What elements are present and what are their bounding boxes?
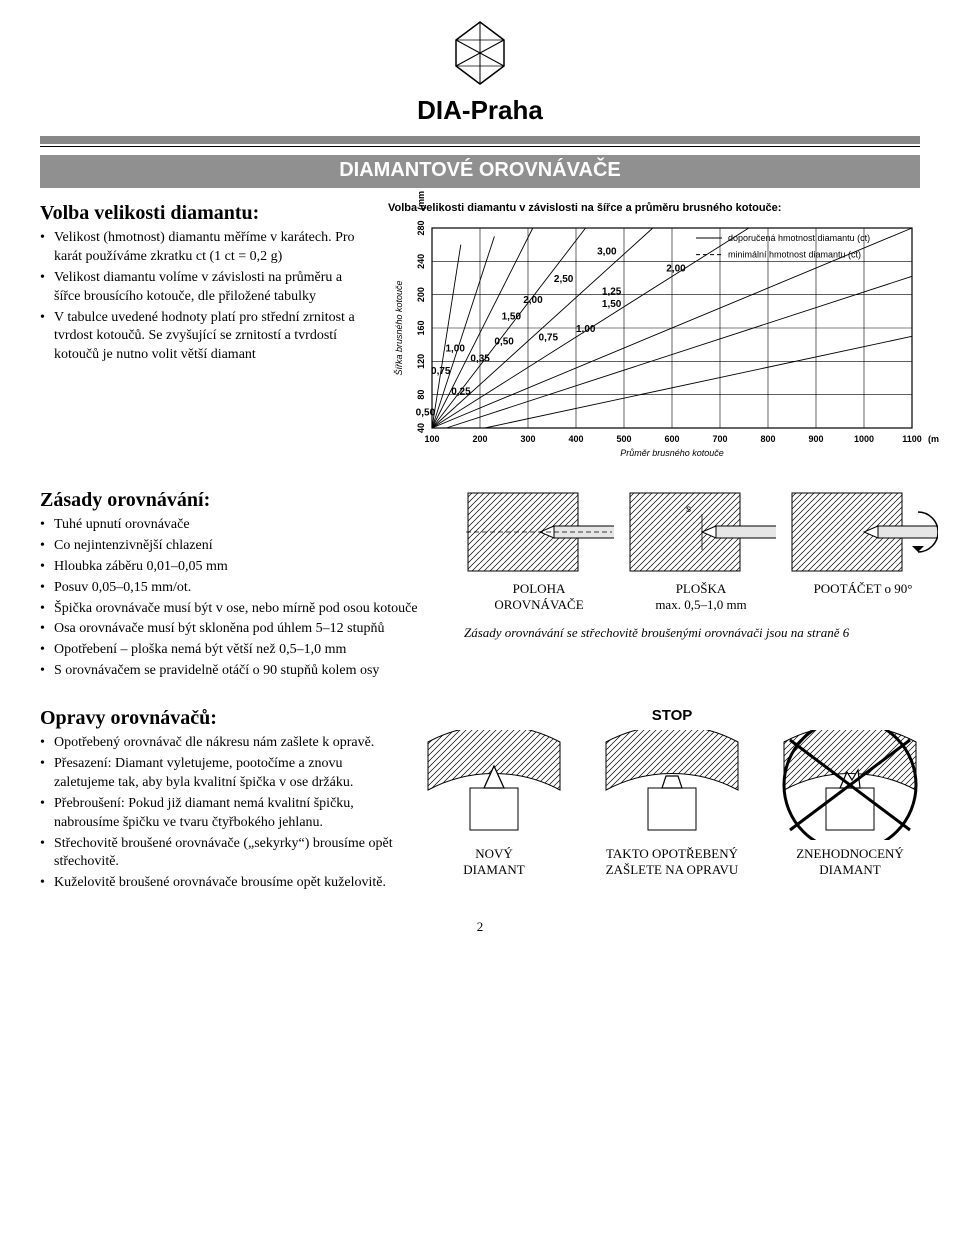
list-item: Co nejintenzivnější chlazení xyxy=(40,537,440,556)
svg-text:1100: 1100 xyxy=(902,434,922,444)
svg-text:160: 160 xyxy=(416,320,426,335)
fig-caption: POLOHA xyxy=(464,581,614,597)
list-item: Kuželovitě broušené orovnávače brousíme … xyxy=(40,874,400,893)
svg-text:240: 240 xyxy=(416,254,426,269)
fig-caption: max. 0,5–1,0 mm xyxy=(626,597,776,613)
list-item: Posuv 0,05–0,15 mm/ot. xyxy=(40,579,440,598)
svg-text:600: 600 xyxy=(664,434,679,444)
figure: ZNEHODNOCENÝDIAMANT xyxy=(780,730,920,878)
list-item: V tabulce uvedené hodnoty platí pro stře… xyxy=(40,309,360,366)
opravy-figures: NOVÝDIAMANTTAKTO OPOTŘEBENÝZAŠLETE NA OP… xyxy=(424,730,920,878)
svg-text:200: 200 xyxy=(416,287,426,302)
fig-caption: DIAMANT xyxy=(424,862,564,878)
fig-caption: POOTÁČET o 90° xyxy=(788,581,938,597)
svg-text:280: 280 xyxy=(416,220,426,235)
svg-text:Šířka brusného kotouče: Šířka brusného kotouče xyxy=(394,280,404,375)
fig-caption: ZAŠLETE NA OPRAVU xyxy=(602,862,742,878)
figure: NOVÝDIAMANT xyxy=(424,730,564,878)
svg-text:0,75: 0,75 xyxy=(431,366,451,377)
svg-text:minimální hmotnost diamantu (c: minimální hmotnost diamantu (ct) xyxy=(728,250,861,260)
logo-icon xyxy=(40,20,920,91)
svg-text:300: 300 xyxy=(520,434,535,444)
svg-text:3,00: 3,00 xyxy=(597,247,617,258)
svg-text:500: 500 xyxy=(616,434,631,444)
stop-label: STOP xyxy=(424,707,920,724)
svg-text:1,25: 1,25 xyxy=(602,287,622,298)
list-item: Hloubka záběru 0,01–0,05 mm xyxy=(40,558,440,577)
svg-text:2,00: 2,00 xyxy=(666,263,686,274)
svg-text:0,25: 0,25 xyxy=(451,387,471,398)
heading-zasady: Zásady orovnávání: xyxy=(40,489,440,512)
svg-text:2,50: 2,50 xyxy=(554,274,574,285)
heading-opravy: Opravy orovnávačů: xyxy=(40,707,400,730)
list-item: Velikost diamantu volíme v závislosti na… xyxy=(40,269,360,307)
fig-caption: ZNEHODNOCENÝ xyxy=(780,846,920,862)
svg-text:900: 900 xyxy=(808,434,823,444)
figure: s PLOŠKAmax. 0,5–1,0 mm xyxy=(626,489,776,613)
list-volba: Velikost (hmotnost) diamantu měříme v ka… xyxy=(40,229,360,365)
svg-text:1,50: 1,50 xyxy=(602,299,622,310)
svg-text:1,00: 1,00 xyxy=(576,324,596,335)
svg-text:0,75: 0,75 xyxy=(539,333,559,344)
svg-text:s: s xyxy=(686,504,691,515)
page-number: 2 xyxy=(40,919,920,935)
list-item: Osa orovnávače musí být skloněna pod úhl… xyxy=(40,620,440,639)
figure: POOTÁČET o 90° xyxy=(788,489,938,597)
svg-text:Průměr brusného kotouče: Průměr brusného kotouče xyxy=(620,448,724,458)
svg-text:40: 40 xyxy=(416,423,426,433)
svg-text:0,35: 0,35 xyxy=(470,353,490,364)
fig-caption: NOVÝ xyxy=(424,846,564,862)
chart-title: Volba velikosti diamantu v závislosti na… xyxy=(388,202,922,214)
fig-caption: DIAMANT xyxy=(780,862,920,878)
svg-text:(m: (m xyxy=(928,434,939,444)
svg-text:700: 700 xyxy=(712,434,727,444)
svg-text:1,50: 1,50 xyxy=(502,312,522,323)
svg-text:0,50: 0,50 xyxy=(416,408,436,419)
figure: POLOHAOROVNÁVAČE xyxy=(464,489,614,613)
list-item: S orovnávačem se pravidelně otáčí o 90 s… xyxy=(40,662,440,681)
list-item: Střechovitě broušené orovnávače („sekyrk… xyxy=(40,835,400,873)
fig-caption: OROVNÁVAČE xyxy=(464,597,614,613)
divider-thin xyxy=(40,146,920,147)
svg-text:100: 100 xyxy=(424,434,439,444)
list-item: Přebroušení: Pokud již diamant nemá kval… xyxy=(40,795,400,833)
list-item: Velikost (hmotnost) diamantu měříme v ka… xyxy=(40,229,360,267)
svg-text:2,00: 2,00 xyxy=(523,295,543,306)
list-item: Tuhé upnutí orovnávače xyxy=(40,516,440,535)
zasady-figures: POLOHAOROVNÁVAČE s PLOŠKAmax. 0,5–1,0 mm PO… xyxy=(464,489,938,613)
list-opravy: Opotřebený orovnávač dle nákresu nám zaš… xyxy=(40,734,400,893)
svg-text:200: 200 xyxy=(472,434,487,444)
list-item: Přesazení: Diamant vyletujeme, pootočíme… xyxy=(40,755,400,793)
list-zasady: Tuhé upnutí orovnávače Co nejintenzivnějš… xyxy=(40,516,440,681)
svg-text:400: 400 xyxy=(568,434,583,444)
svg-text:80: 80 xyxy=(416,390,426,400)
svg-text:(mm: (mm xyxy=(416,191,426,210)
list-item: Špička orovnávače musí být v ose, nebo m… xyxy=(40,600,440,619)
figure: TAKTO OPOTŘEBENÝZAŠLETE NA OPRAVU xyxy=(602,730,742,878)
svg-text:1000: 1000 xyxy=(854,434,874,444)
svg-text:doporučená hmotnost diamantu (: doporučená hmotnost diamantu (ct) xyxy=(728,233,870,243)
list-item: Opotřebený orovnávač dle nákresu nám zaš… xyxy=(40,734,400,753)
size-chart: 0,250,350,500,500,750,751,001,001,501,50… xyxy=(384,218,922,465)
divider-thick xyxy=(40,136,920,144)
heading-volba: Volba velikosti diamantu: xyxy=(40,202,360,225)
zasady-footnote: Zásady orovnávání se střechovitě broušen… xyxy=(464,625,938,641)
svg-text:120: 120 xyxy=(416,354,426,369)
svg-text:800: 800 xyxy=(760,434,775,444)
brand-name: DIA-Praha xyxy=(40,95,920,126)
fig-caption: PLOŠKA xyxy=(626,581,776,597)
svg-text:1,00: 1,00 xyxy=(445,343,465,354)
page-title: DIAMANTOVÉ OROVNÁVAČE xyxy=(40,155,920,188)
fig-caption: TAKTO OPOTŘEBENÝ xyxy=(602,846,742,862)
list-item: Opotřebení – ploška nemá být větší než 0… xyxy=(40,641,440,660)
